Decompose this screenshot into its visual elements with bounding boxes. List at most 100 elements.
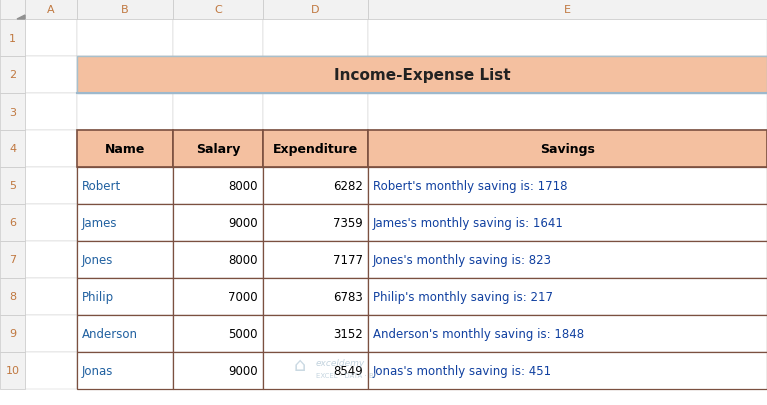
Bar <box>173 0 263 20</box>
Bar <box>77 205 173 241</box>
Bar <box>0 352 25 389</box>
Bar <box>77 278 173 315</box>
Bar <box>77 94 173 131</box>
Bar <box>368 352 767 389</box>
Bar <box>263 131 368 168</box>
Bar <box>77 241 173 278</box>
Bar <box>0 205 25 241</box>
Text: 6282: 6282 <box>333 179 363 192</box>
Bar <box>368 131 767 168</box>
Bar <box>25 241 77 278</box>
Bar <box>263 241 368 278</box>
Bar <box>368 57 767 94</box>
Text: C: C <box>214 5 222 15</box>
Bar <box>173 315 263 352</box>
Bar <box>25 315 77 352</box>
Text: Robert: Robert <box>82 179 121 192</box>
Bar <box>0 315 25 352</box>
Bar <box>77 278 173 315</box>
Text: B: B <box>121 5 129 15</box>
Bar <box>368 278 767 315</box>
Bar <box>173 94 263 131</box>
Polygon shape <box>17 16 25 20</box>
Bar <box>173 205 263 241</box>
Bar <box>368 168 767 205</box>
Text: EXCEL · DATA · BI: EXCEL · DATA · BI <box>316 372 376 378</box>
Text: Philip: Philip <box>82 290 114 303</box>
Bar <box>77 20 173 57</box>
Bar <box>173 315 263 352</box>
Text: Jonas: Jonas <box>82 364 114 377</box>
Bar <box>263 131 368 168</box>
Text: 9000: 9000 <box>229 364 258 377</box>
Text: James's monthly saving is: 1641: James's monthly saving is: 1641 <box>373 216 564 230</box>
Bar <box>25 94 77 131</box>
Text: 9000: 9000 <box>229 216 258 230</box>
Bar <box>0 57 25 94</box>
Bar <box>368 205 767 241</box>
Bar <box>263 205 368 241</box>
Bar <box>368 352 767 389</box>
Bar <box>77 241 173 278</box>
Text: E: E <box>564 5 571 15</box>
Text: 2: 2 <box>9 70 16 80</box>
Bar <box>25 57 77 94</box>
Text: ⌂: ⌂ <box>294 356 306 375</box>
Text: 7: 7 <box>9 255 16 265</box>
Text: exceldemy: exceldemy <box>316 358 365 367</box>
Text: 3: 3 <box>9 107 16 117</box>
Bar <box>263 315 368 352</box>
Bar <box>263 168 368 205</box>
Text: 9: 9 <box>9 329 16 339</box>
Text: 6783: 6783 <box>333 290 363 303</box>
Bar <box>263 315 368 352</box>
Text: Expenditure: Expenditure <box>273 143 358 156</box>
Bar <box>368 131 767 168</box>
Bar <box>77 168 173 205</box>
Bar <box>25 205 77 241</box>
Text: 6: 6 <box>9 218 16 228</box>
Bar <box>368 278 767 315</box>
Bar <box>173 205 263 241</box>
Bar <box>25 352 77 389</box>
Bar <box>25 20 77 57</box>
Text: James: James <box>82 216 117 230</box>
Text: 7359: 7359 <box>333 216 363 230</box>
Bar <box>173 168 263 205</box>
Bar <box>263 168 368 205</box>
Text: Savings: Savings <box>540 143 595 156</box>
Bar <box>0 94 25 131</box>
Bar <box>77 57 767 94</box>
Bar <box>263 241 368 278</box>
Text: Name: Name <box>105 143 145 156</box>
Bar <box>77 315 173 352</box>
Bar <box>173 131 263 168</box>
Bar <box>263 20 368 57</box>
Text: Salary: Salary <box>196 143 240 156</box>
Text: 4: 4 <box>9 144 16 154</box>
Bar <box>25 0 77 20</box>
Text: 7177: 7177 <box>333 254 363 266</box>
Bar <box>25 168 77 205</box>
Bar <box>0 168 25 205</box>
Bar <box>173 168 263 205</box>
Bar <box>368 315 767 352</box>
Text: Anderson: Anderson <box>82 327 138 340</box>
Bar <box>263 57 368 94</box>
Text: 7000: 7000 <box>229 290 258 303</box>
Bar <box>25 278 77 315</box>
Bar <box>173 20 263 57</box>
Bar <box>77 352 173 389</box>
Text: A: A <box>48 5 54 15</box>
Bar <box>25 131 77 168</box>
Bar <box>173 278 263 315</box>
Bar <box>263 205 368 241</box>
Bar <box>173 278 263 315</box>
Text: 5000: 5000 <box>229 327 258 340</box>
Bar <box>263 278 368 315</box>
Bar <box>263 94 368 131</box>
Bar <box>368 241 767 278</box>
Bar <box>77 131 173 168</box>
Text: 8000: 8000 <box>229 254 258 266</box>
Bar <box>77 131 173 168</box>
